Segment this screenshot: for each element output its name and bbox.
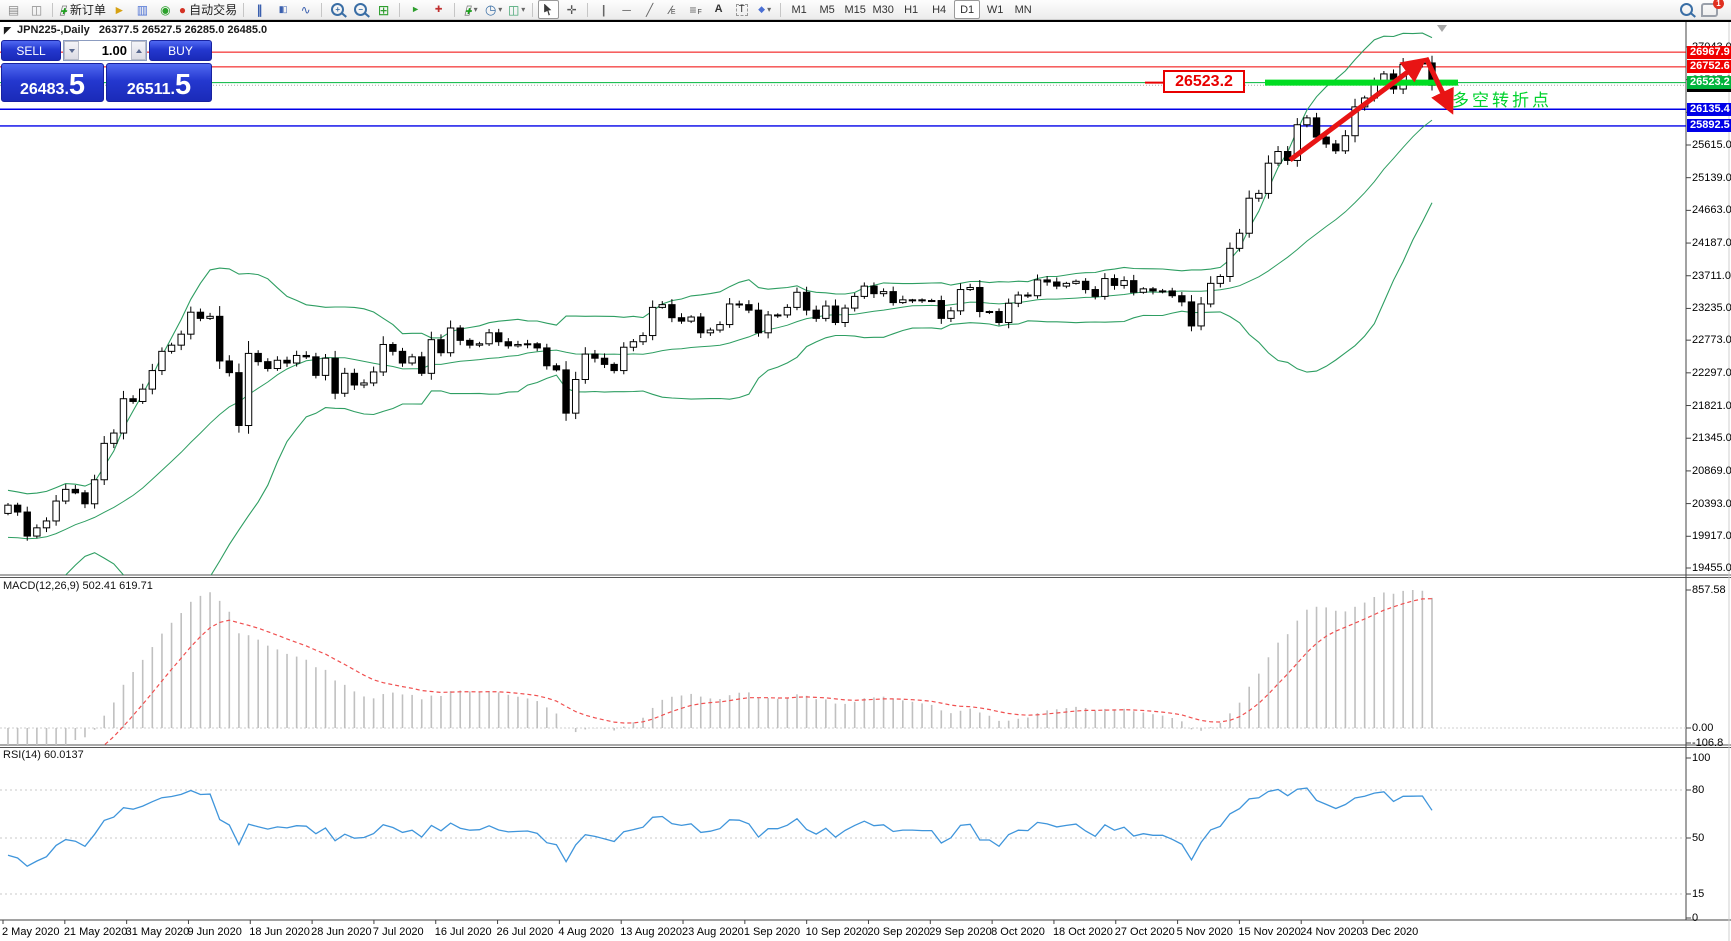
tf-m30[interactable]: M30	[872, 3, 894, 16]
symbol-marker-icon: ◤	[4, 25, 11, 35]
notifications-icon[interactable]: 1	[1699, 0, 1724, 19]
toolbar-separator	[243, 2, 245, 17]
tf-h1[interactable]: H1	[904, 3, 919, 16]
buy-button[interactable]: BUY	[149, 40, 212, 61]
arrows-icon[interactable]: ▾	[754, 0, 775, 19]
tf-m15[interactable]: M15	[844, 3, 866, 16]
toolbar-separator	[321, 2, 323, 17]
sell-price-frac: 5	[68, 69, 86, 102]
toolbar-separator	[454, 2, 456, 17]
volume-decrement-button[interactable]	[64, 41, 79, 60]
sell-price-button[interactable]: 26483. 5	[1, 63, 104, 102]
volume-increment-button[interactable]	[131, 41, 146, 60]
macd-indicator-label: MACD(12,26,9) 502.41 619.71	[3, 580, 153, 592]
toolbar-separator	[587, 2, 589, 17]
tf-h4[interactable]: H4	[932, 3, 947, 16]
tf-m5[interactable]: M5	[819, 3, 835, 16]
volume-value[interactable]: 1.00	[101, 43, 127, 58]
auto-trading-button[interactable]: 自动交易	[178, 0, 238, 19]
tf-w1[interactable]: W1	[986, 3, 1004, 16]
toolbar-separator	[780, 2, 782, 17]
tf-mn[interactable]: MN	[1014, 3, 1032, 16]
new-order-button[interactable]: 新订单	[58, 0, 107, 19]
chart-window-border	[0, 20, 1731, 22]
periods-icon[interactable]: ▾	[483, 0, 504, 19]
buy-price-frac: 5	[174, 69, 192, 102]
buy-price-button[interactable]: 26511. 5	[106, 63, 212, 102]
rsi-indicator-label: RSI(14) 60.0137	[3, 749, 84, 761]
indicators-icon[interactable]: ▾	[460, 0, 481, 19]
sell-button[interactable]: SELL	[1, 40, 61, 61]
toolbar-separator	[399, 2, 401, 17]
cursor-icon[interactable]	[538, 0, 560, 19]
price-level-callout[interactable]: 26523.2	[1163, 70, 1245, 93]
sell-price-main: 26483	[19, 81, 65, 98]
turning-point-text[interactable]: 多空转折点	[1452, 91, 1552, 110]
templates-icon[interactable]: ▾	[506, 0, 527, 19]
tf-m1[interactable]: M1	[791, 3, 807, 16]
buy-price-main: 26511	[126, 81, 171, 98]
volume-stepper[interactable]: 1.00	[63, 40, 147, 61]
toolbar-separator	[532, 2, 534, 17]
one-click-trading-panel: SELL 1.00 BUY 26483. 5 26511. 5	[1, 40, 212, 102]
toolbar-separator	[52, 2, 53, 17]
zoom-in-icon[interactable]: +	[327, 0, 348, 19]
tf-d1[interactable]: D1	[954, 0, 981, 19]
zoom-out-icon[interactable]: −	[350, 0, 371, 19]
symbol-header: ◤ JPN225-,Daily 26377.5 26527.5 26285.0 …	[4, 24, 267, 36]
search-icon[interactable]	[1676, 0, 1697, 19]
chart-shift-marker-icon	[1437, 25, 1447, 32]
symbol-name: JPN225-,Daily	[16, 24, 90, 36]
symbol-ohlc: 26377.5 26527.5 26285.0 26485.0	[98, 24, 268, 36]
